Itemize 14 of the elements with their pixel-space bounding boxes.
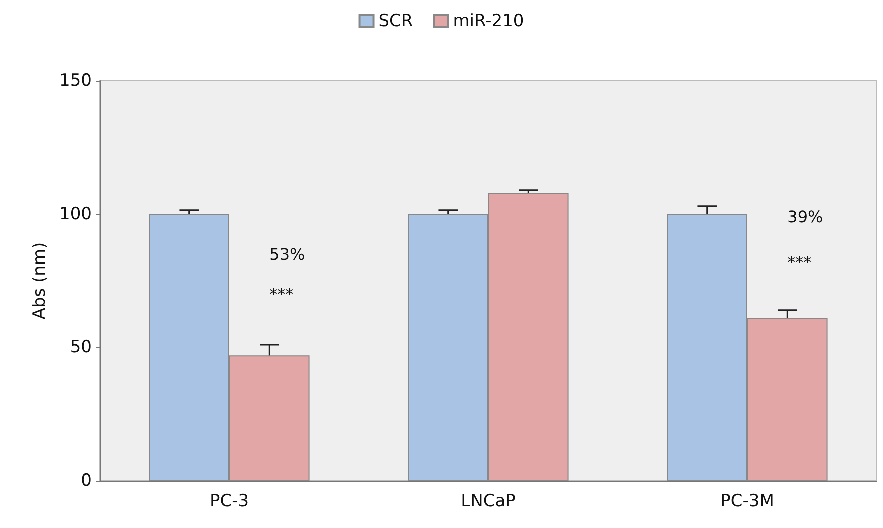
y-axis-title: Abs (nm)	[30, 242, 50, 320]
legend-label: SCR	[378, 12, 414, 32]
legend-label: miR-210	[453, 12, 524, 32]
annotation: ***	[788, 252, 812, 272]
x-tick-label: PC-3M	[720, 492, 774, 512]
annotation: ***	[270, 284, 294, 304]
annotation: 53%	[270, 244, 306, 264]
annotation: 39%	[788, 208, 824, 226]
y-tick-label: 50	[70, 338, 92, 358]
x-tick-label: PC-3	[210, 492, 250, 512]
y-tick-label: 0	[81, 471, 92, 491]
y-tick-label: 150	[60, 71, 92, 91]
y-tick-label: 100	[60, 204, 92, 224]
x-tick-label: LNCaP	[461, 492, 516, 512]
